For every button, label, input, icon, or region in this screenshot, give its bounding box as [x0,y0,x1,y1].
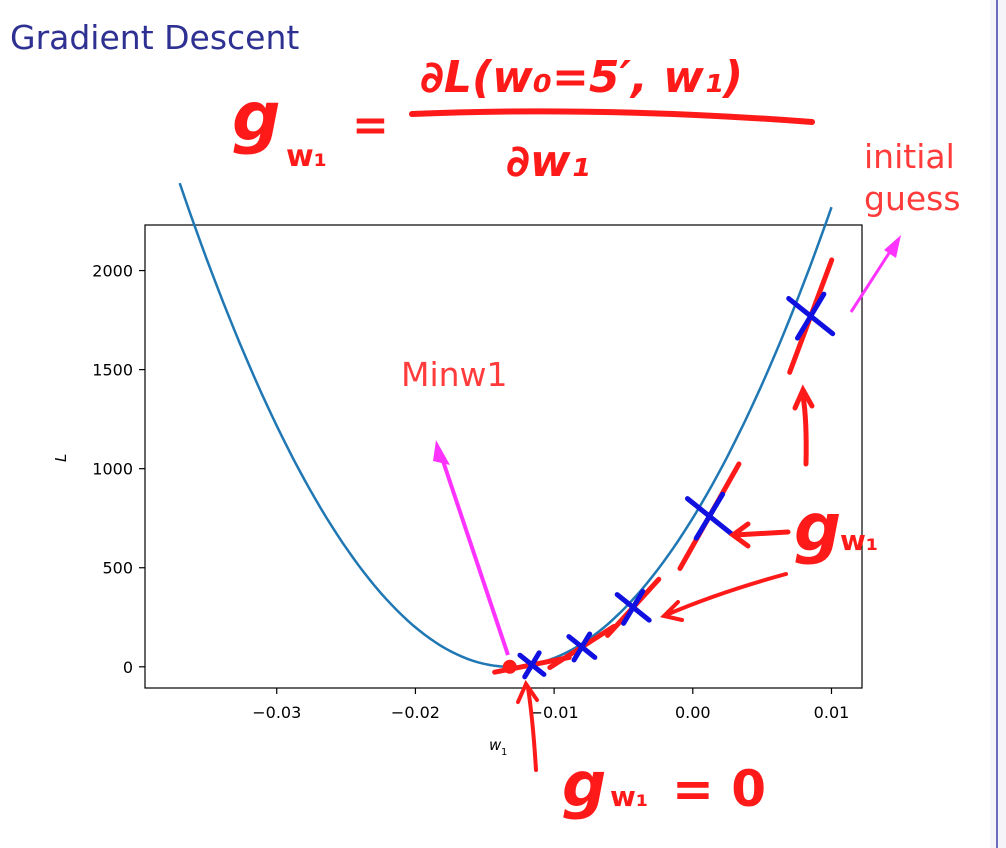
formula-lhs: g [232,78,281,157]
y-tick-label: 1000 [92,460,133,479]
y-tick-label: 500 [102,559,133,578]
zero-gradient-label: g [562,748,606,821]
step-marker [522,650,542,680]
x-tick-label: −0.01 [530,703,579,722]
formula-denominator: ∂w₁ [506,136,590,187]
arrow-initial-head [884,235,901,258]
arrow-sweep [664,572,788,617]
arrow-initial-line [849,246,895,313]
x-axis-label: w [489,736,502,754]
step-marker [693,491,726,541]
slide-edge-line [996,0,998,848]
formula-numerator: ∂L(w₀=5′, w₁) [420,52,743,103]
slide-edge-bar [990,0,1006,848]
minimum-dot [502,659,517,674]
x-tick-label: 0.00 [675,703,711,722]
step-marker [621,588,646,626]
x-tick-label: 0.01 [814,703,850,722]
x-tick-label: −0.02 [391,703,440,722]
y-axis-label: L [52,454,70,462]
chart: 0 500 1000 1500 2000 −0.03 −0.02 −0.01 0.00 0.01… [52,182,863,758]
zero-gradient-sub: w₁ [610,780,648,813]
step-marker [571,631,593,663]
arrow-up-minimum [526,686,538,772]
loss-curve [178,182,833,669]
arrow-minw1-head [433,440,450,465]
slide-title: Gradient Descent [10,18,300,57]
formula-lhs-sub: w₁ [286,139,327,174]
gradient-label-sub: w₁ [840,524,878,557]
arrow-sweep-head [660,600,684,622]
arrow-up-minimum-head [516,679,539,704]
x-ticks: −0.03 −0.02 −0.01 0.00 0.01 [252,688,849,722]
y-tick-label: 2000 [92,262,133,281]
minw1-label: Minw1 [401,355,508,394]
gradient-label: g [794,489,841,566]
initial-guess-label: initial guess [864,137,961,218]
formula-fraction-bar [409,108,815,125]
arrow-minw1-line [439,454,510,656]
arrow-up-initial [800,393,809,467]
y-ticks: 0 500 1000 1500 2000 [92,262,145,677]
plot-frame [144,224,863,689]
step-marker [794,291,827,341]
x-tick-label: −0.03 [252,703,301,722]
arrow-gw1-head [728,521,751,549]
zero-gradient-eq: = 0 [672,760,766,818]
x-axis-label-sub: 1 [501,747,507,758]
y-tick-label: 0 [123,658,133,677]
arrow-up-initial-head [792,384,815,411]
y-tick-label: 1500 [92,361,133,380]
formula-equals: = [352,100,389,151]
arrow-gw1 [732,529,791,538]
